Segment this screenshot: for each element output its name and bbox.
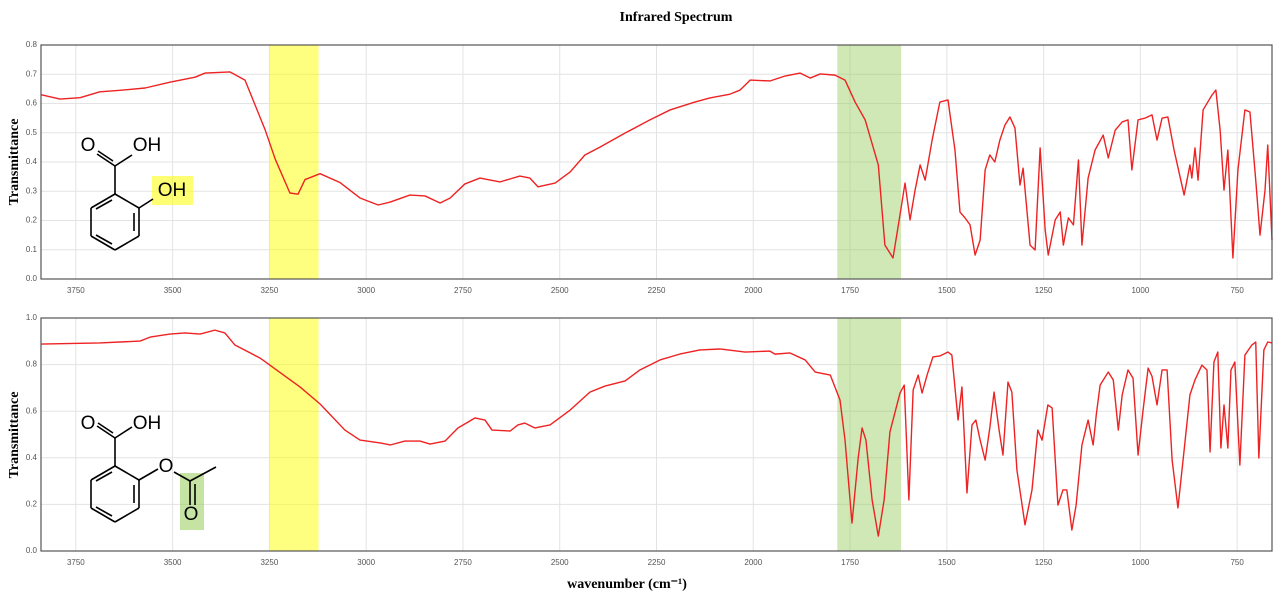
y-tick-label: 0.7 — [26, 69, 38, 78]
bond — [114, 507, 140, 523]
x-tick-label: 3500 — [164, 286, 182, 295]
y-tick-label: 0.0 — [26, 274, 38, 283]
x-tick-label: 1750 — [841, 286, 859, 295]
bond — [96, 425, 116, 439]
bond — [90, 235, 116, 251]
y-tick-label: 0.6 — [26, 406, 38, 415]
atom-label: O — [159, 456, 174, 477]
x-tick-label: 2500 — [551, 286, 569, 295]
x-tick-label: 3000 — [357, 286, 375, 295]
highlight-box — [180, 473, 204, 530]
x-tick-label: 1500 — [938, 286, 956, 295]
x-tick-label: 1250 — [1035, 286, 1053, 295]
bond — [96, 153, 116, 167]
bond — [90, 507, 116, 523]
y-tick-label: 0.4 — [26, 157, 38, 166]
atom-label: OH — [158, 180, 187, 201]
highlight-box — [152, 176, 193, 205]
y-tick-label: 0.6 — [26, 99, 38, 108]
y-tick-label: 0.8 — [26, 360, 38, 369]
x-tick-label: 2000 — [744, 558, 762, 567]
y-tick-label: 0.2 — [26, 500, 38, 509]
bond — [189, 466, 217, 482]
x-tick-label: 1000 — [1131, 558, 1149, 567]
y-tick-label: 0.2 — [26, 216, 38, 225]
highlight-band — [269, 318, 319, 551]
spectrum-line — [40, 329, 1273, 537]
plot-frame — [40, 317, 1273, 552]
spectrum-line — [40, 71, 1273, 259]
x-tick-label: 1250 — [1035, 558, 1053, 567]
x-tick-label: 3750 — [67, 286, 85, 295]
y-tick-label: 1.0 — [26, 313, 38, 322]
y-tick-label: 0.8 — [26, 40, 38, 49]
x-tick-label: 1750 — [841, 558, 859, 567]
y-axis-label: Transmittance — [7, 392, 22, 479]
molecule-aspirin: O OH O O — [81, 413, 217, 530]
x-tick-label: 750 — [1230, 286, 1244, 295]
atom-label: O — [184, 504, 199, 525]
atom-label: O — [81, 413, 96, 434]
bond — [95, 234, 113, 245]
x-tick-label: 1000 — [1131, 286, 1149, 295]
x-tick-label: 1500 — [938, 558, 956, 567]
bond — [95, 199, 113, 210]
bond — [90, 193, 116, 209]
bond — [97, 150, 114, 162]
y-tick-label: 0.4 — [26, 453, 38, 462]
x-tick-label: 3500 — [164, 558, 182, 567]
bond — [95, 506, 113, 517]
plots: 3750 3500 3250 3000 2750 2500 2250 2000 1750 1500… — [26, 40, 1273, 567]
x-tick-label: 2750 — [454, 558, 472, 567]
molecule-salicylic-acid: O OH OH — [81, 135, 193, 251]
bond — [90, 465, 116, 481]
highlight-band — [837, 45, 902, 279]
atom-label: O — [81, 135, 96, 156]
x-tick-label: 2250 — [648, 558, 666, 567]
y-tick-label: 0.1 — [26, 245, 38, 254]
bond — [114, 154, 133, 167]
plot-frame — [40, 44, 1273, 280]
bond — [173, 471, 191, 482]
y-tick-label: 0.5 — [26, 128, 38, 137]
atom-label: OH — [133, 135, 162, 156]
y-tick-label: 0.3 — [26, 186, 38, 195]
bond — [114, 193, 140, 209]
highlight-band — [837, 318, 902, 551]
x-tick-label: 750 — [1230, 558, 1244, 567]
bond — [114, 426, 133, 439]
x-tick-label: 2000 — [744, 286, 762, 295]
chart-title: Infrared Spectrum — [620, 10, 733, 25]
x-tick-label: 3250 — [260, 558, 278, 567]
bond — [138, 468, 159, 481]
ring — [90, 422, 159, 523]
x-tick-label: 2250 — [648, 286, 666, 295]
bond — [114, 465, 140, 481]
x-tick-label: 3750 — [67, 558, 85, 567]
bond — [138, 198, 154, 209]
x-axis-label: wavenumber (cm⁻¹) — [567, 577, 687, 592]
bond — [95, 471, 113, 482]
x-tick-label: 2750 — [454, 286, 472, 295]
y-axis-label: Transmittance — [7, 119, 22, 206]
bond — [97, 422, 114, 434]
x-tick-label: 3250 — [260, 286, 278, 295]
y-tick-label: 0.0 — [26, 546, 38, 555]
atom-label: OH — [133, 413, 162, 434]
highlight-band — [269, 45, 319, 279]
x-tick-label: 2500 — [551, 558, 569, 567]
x-tick-label: 3000 — [357, 558, 375, 567]
bond — [114, 235, 140, 251]
